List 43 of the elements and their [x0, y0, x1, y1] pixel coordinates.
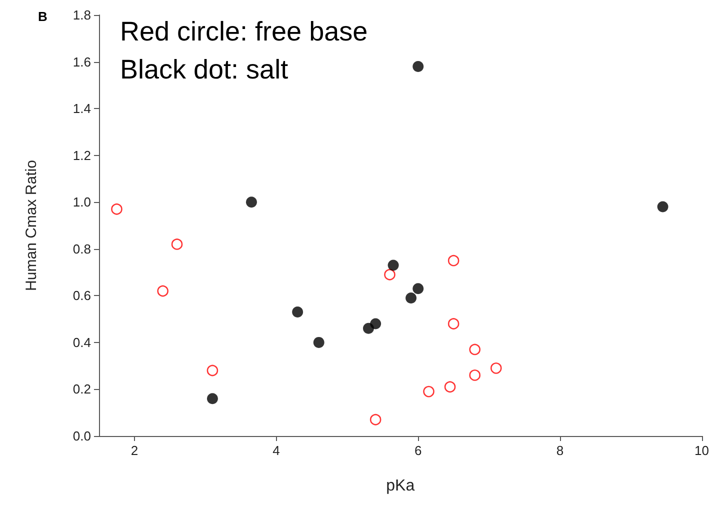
point [448, 254, 460, 266]
point [157, 285, 168, 297]
point [370, 318, 382, 330]
point [423, 386, 434, 398]
annotation: Red circle: free base [120, 16, 368, 46]
annotation: Black dot: salt [120, 54, 289, 84]
point [412, 283, 424, 294]
y-tick-label: 0.2 [72, 382, 91, 397]
x-tick-label: 8 [556, 443, 564, 458]
point [246, 196, 257, 208]
y-tick-label: 0.4 [72, 334, 91, 350]
point [406, 292, 417, 304]
x-tick-label: 4 [272, 443, 280, 458]
point [469, 370, 480, 381]
y-tick-label: 0.6 [72, 288, 91, 304]
point [111, 203, 122, 215]
y-tick-label: 0.8 [72, 241, 91, 256]
x-tick-label: 2 [130, 443, 138, 458]
point [469, 344, 480, 356]
y-tick-label: 0.0 [72, 428, 91, 444]
point [388, 260, 399, 271]
point [444, 381, 456, 393]
y-tick-label: 1.8 [72, 8, 91, 22]
y-tick-label: 1.4 [72, 101, 91, 116]
point [206, 364, 218, 376]
point [313, 336, 324, 348]
y-tick-label: 1.0 [72, 194, 91, 210]
point [448, 318, 460, 330]
point [490, 362, 502, 374]
y-axis-title: Human Cmax Ratio [23, 160, 40, 291]
text: B [38, 9, 48, 24]
x-tick-label: 6 [414, 443, 422, 458]
x-tick-label: 10 [694, 443, 710, 458]
y-tick-label: 1.6 [72, 54, 91, 70]
x-axis-title: pKa [386, 478, 415, 494]
point [171, 238, 183, 250]
point [206, 393, 218, 404]
y-tick-label: 1.2 [72, 148, 91, 163]
point [412, 60, 424, 72]
point [370, 414, 382, 426]
point [384, 268, 396, 280]
point [292, 306, 304, 318]
point [657, 201, 668, 212]
